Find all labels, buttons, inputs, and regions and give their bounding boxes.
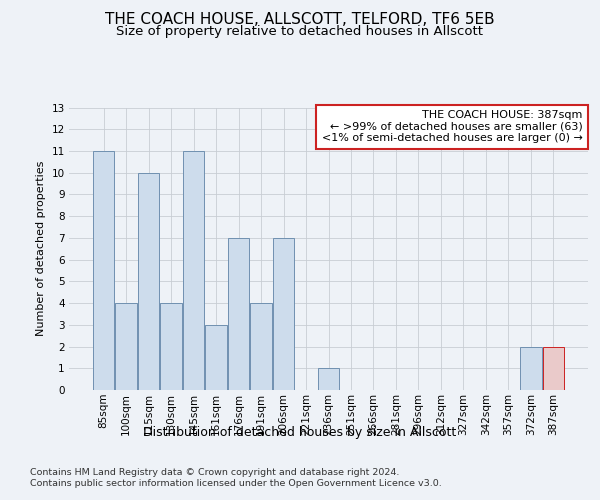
Text: Distribution of detached houses by size in Allscott: Distribution of detached houses by size … [143, 426, 457, 439]
Y-axis label: Number of detached properties: Number of detached properties [36, 161, 46, 336]
Bar [137, 172, 160, 390]
Bar [160, 303, 182, 390]
Bar [115, 303, 137, 390]
Text: THE COACH HOUSE, ALLSCOTT, TELFORD, TF6 5EB: THE COACH HOUSE, ALLSCOTT, TELFORD, TF6 … [105, 12, 495, 28]
Bar [520, 346, 542, 390]
Bar [317, 368, 340, 390]
Bar [205, 325, 227, 390]
Text: Size of property relative to detached houses in Allscott: Size of property relative to detached ho… [116, 25, 484, 38]
Bar [182, 151, 205, 390]
Bar [227, 238, 250, 390]
Bar [92, 151, 115, 390]
Bar [250, 303, 272, 390]
Bar [272, 238, 295, 390]
Bar [542, 346, 565, 390]
Text: THE COACH HOUSE: 387sqm
← >99% of detached houses are smaller (63)
<1% of semi-d: THE COACH HOUSE: 387sqm ← >99% of detach… [322, 110, 583, 144]
Text: Contains HM Land Registry data © Crown copyright and database right 2024.
Contai: Contains HM Land Registry data © Crown c… [30, 468, 442, 487]
